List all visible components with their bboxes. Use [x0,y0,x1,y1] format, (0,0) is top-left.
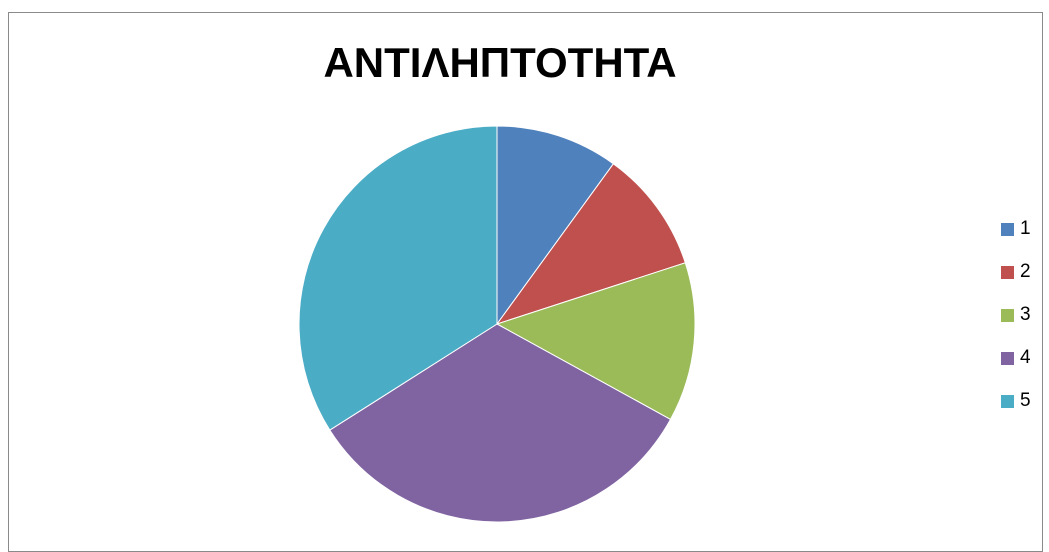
chart-legend: 1 2 3 4 5 [1001,217,1031,432]
pie-slice-2 [495,163,686,325]
legend-item-2: 2 [1001,260,1031,284]
legend-swatch-2 [1001,265,1014,279]
pie-slice-5 [298,125,498,431]
legend-item-3: 3 [1001,303,1031,327]
legend-item-1: 1 [1001,217,1031,241]
legend-item-5: 5 [1001,389,1031,413]
legend-label-1: 1 [1020,218,1031,239]
legend-swatch-3 [1001,308,1014,322]
legend-swatch-1 [1001,222,1014,236]
pie-slice-4 [329,323,672,523]
legend-label-5: 5 [1020,390,1031,411]
pie-slice-3 [495,262,696,421]
pie-chart [298,125,696,523]
legend-swatch-5 [1001,394,1014,408]
legend-item-4: 4 [1001,346,1031,370]
pie-slice-1 [496,125,615,326]
chart-title: ΑΝΤΙΛΗΠΤΟΤΗΤΑ [323,39,677,86]
legend-swatch-4 [1001,351,1014,365]
legend-label-4: 4 [1020,347,1031,368]
legend-label-3: 3 [1020,304,1031,325]
legend-label-2: 2 [1020,261,1031,282]
